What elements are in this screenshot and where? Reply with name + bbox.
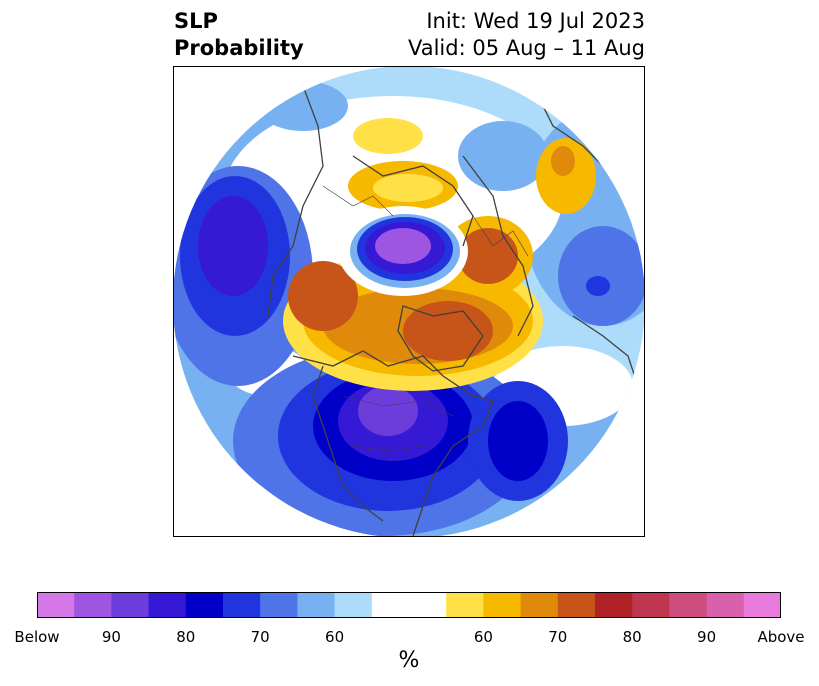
colorbar-swatch — [260, 592, 298, 618]
colorbar-tick-label: 90 — [101, 628, 121, 646]
colorbar-tick-label: 90 — [697, 628, 717, 646]
polar-probability-map — [173, 66, 645, 537]
probability-colorbar — [37, 592, 781, 618]
colorbar-swatch — [74, 592, 112, 618]
title-variable: SLP — [174, 9, 218, 33]
colorbar-swatch — [37, 592, 75, 618]
colorbar-swatch — [185, 592, 224, 618]
colorbar-tick-label: 80 — [622, 628, 642, 646]
colorbar-swatch — [632, 592, 670, 618]
colorbar-swatch — [595, 592, 633, 618]
colorbar-swatch — [223, 592, 261, 618]
colorbar-swatch — [334, 592, 373, 618]
colorbar-tick-label: Below — [14, 628, 60, 646]
colorbar-swatch — [743, 592, 781, 618]
title-product: Probability — [174, 36, 304, 60]
colorbar-swatch — [111, 592, 150, 618]
colorbar-swatch — [557, 592, 596, 618]
colorbar-swatch — [371, 592, 447, 618]
colorbar-units: % — [398, 648, 420, 673]
valid-period: Valid: 05 Aug – 11 Aug — [407, 36, 645, 60]
colorbar-tick-label: 70 — [548, 628, 568, 646]
colorbar-swatch — [669, 592, 708, 618]
colorbar-swatch — [706, 592, 745, 618]
probability-field — [173, 66, 645, 537]
colorbar-swatch — [446, 592, 484, 618]
colorbar-tick-label: 60 — [473, 628, 493, 646]
colorbar-tick-label: 70 — [250, 628, 270, 646]
colorbar-swatch — [297, 592, 336, 618]
colorbar-tick-label: 60 — [325, 628, 345, 646]
coastlines — [267, 85, 644, 537]
colorbar-tick-label: 80 — [176, 628, 196, 646]
colorbar-swatch — [520, 592, 559, 618]
colorbar-tick-label: Above — [757, 628, 805, 646]
map-title: SLP Probability — [174, 8, 304, 62]
map-border — [173, 66, 645, 537]
forecast-dates: Init: Wed 19 Jul 2023 Valid: 05 Aug – 11… — [408, 8, 645, 62]
init-date: Init: Wed 19 Jul 2023 — [426, 9, 645, 33]
colorbar-swatch — [483, 592, 522, 618]
colorbar-swatch — [148, 592, 187, 618]
